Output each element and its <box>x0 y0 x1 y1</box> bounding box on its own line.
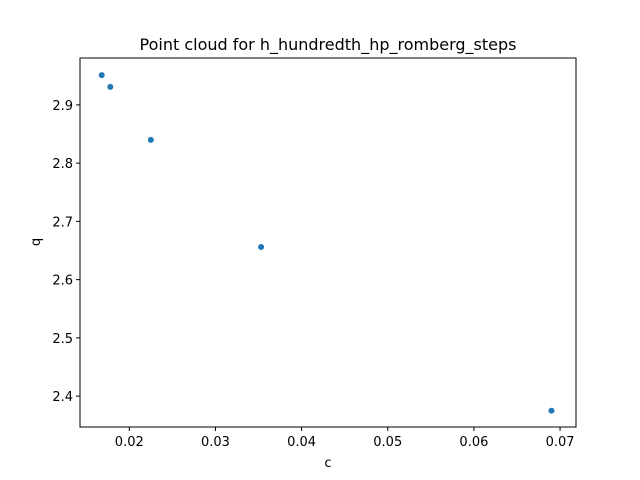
y-tick-label: 2.9 <box>52 99 73 114</box>
data-point <box>107 83 114 90</box>
x-axis-label: c <box>324 456 331 471</box>
x-tick-label: 0.07 <box>546 435 575 450</box>
x-tick-label: 0.03 <box>201 435 230 450</box>
y-tick-label: 2.8 <box>52 157 73 172</box>
x-tick-label: 0.04 <box>287 435 316 450</box>
data-point <box>548 407 555 414</box>
y-axis-label: q <box>29 238 44 246</box>
axes-frame <box>79 57 577 428</box>
y-tick-label: 2.5 <box>52 332 73 347</box>
data-points <box>98 72 555 414</box>
y-tick-label: 2.7 <box>52 215 73 230</box>
x-tick-label: 0.05 <box>373 435 402 450</box>
data-point <box>147 136 154 143</box>
plot-area: 0.02 0.03 0.04 0.05 0.06 0.07 2.4 2.5 2.6 2.7 2.8… <box>52 57 577 450</box>
data-point <box>258 244 265 251</box>
x-tick-label: 0.06 <box>459 435 488 450</box>
chart-title: Point cloud for h_hundredth_hp_romberg_s… <box>140 35 517 55</box>
y-axis: 2.4 2.5 2.6 2.7 2.8 2.9 <box>52 99 80 405</box>
data-point <box>98 72 105 79</box>
y-tick-label: 2.6 <box>52 274 73 289</box>
x-axis: 0.02 0.03 0.04 0.05 0.06 0.07 <box>115 427 575 450</box>
y-tick-label: 2.4 <box>52 390 73 405</box>
x-tick-label: 0.02 <box>115 435 144 450</box>
